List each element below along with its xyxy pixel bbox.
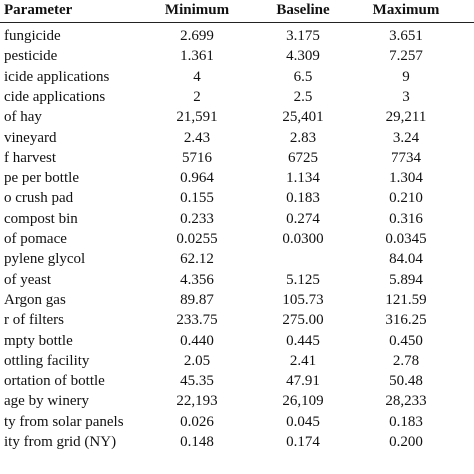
maximum-cell: 121.59 [385,291,427,308]
maximum-cell: 7.257 [389,48,423,65]
minimum-cell: 0.440 [180,332,214,349]
maximum-cell: 0.210 [389,190,423,207]
minimum-cell: 89.87 [180,291,214,308]
baseline-cell: 2.83 [289,129,317,146]
baseline-cell: 2.5 [293,88,313,105]
baseline-cell: 0.0300 [282,231,324,247]
baseline-cell: 105.73 [282,291,324,308]
minimum-cell: 233.75 [176,312,218,329]
header-baseline: Baseline [276,2,330,18]
maximum-cell: 0.0345 [385,231,427,247]
maximum-cell: 5.894 [389,271,423,288]
parameter-cell: of pomace [4,231,67,247]
maximum-cell: 1.304 [389,170,423,187]
parameter-cell: o crush pad [4,190,74,207]
parameter-cell: pesticide [4,48,58,65]
minimum-cell: 2.43 [183,129,211,146]
parameter-cell: vineyard [4,129,57,146]
baseline-cell: 26,109 [282,393,324,410]
maximum-cell: 28,233 [385,393,427,410]
parameter-cell: ottling facility [4,352,90,369]
minimum-cell: 5716 [182,149,212,166]
parameter-cell: age by winery [4,393,89,410]
maximum-cell: 2.78 [392,352,420,369]
baseline-cell: 6725 [288,149,318,166]
parameter-cell: ty from solar panels [4,413,124,430]
maximum-cell: 0.450 [389,332,423,349]
parameter-cell: r of filters [4,312,64,329]
baseline-cell: 0.183 [286,190,320,207]
minimum-cell: 2.05 [183,352,211,369]
minimum-cell: 22,193 [176,393,218,410]
parameter-cell: Argon gas [4,291,66,308]
minimum-cell: 0.155 [180,190,214,207]
maximum-cell: 3.24 [392,129,420,146]
maximum-cell: 3.651 [389,28,423,44]
parameter-cell: cide applications [4,88,106,105]
parameter-cell: compost bin [4,210,78,227]
minimum-cell: 45.35 [180,373,214,390]
parameter-cell: fungicide [4,28,61,44]
minimum-cell: 21,591 [176,109,218,126]
baseline-cell: 3.175 [286,28,320,44]
baseline-cell: 2.41 [289,352,317,369]
maximum-cell: 50.48 [389,373,423,390]
minimum-cell: 0.148 [180,434,214,450]
maximum-cell: 9 [402,68,410,85]
baseline-cell: 5.125 [286,271,320,288]
maximum-cell: 29,211 [385,109,427,126]
maximum-cell: 84.04 [389,251,423,268]
header-minimum: Minimum [164,2,230,18]
minimum-cell: 0.026 [180,413,214,430]
minimum-cell: 2 [193,88,201,105]
minimum-cell: 4 [193,68,201,85]
baseline-cell: 0.045 [286,413,320,430]
baseline-cell: 4.309 [286,48,320,65]
baseline-cell: 0.274 [286,210,320,227]
maximum-cell: 316.25 [385,312,427,329]
parameter-cell: pe per bottle [4,170,79,187]
baseline-cell: 0.174 [286,434,320,450]
parameter-cell: f harvest [4,149,57,166]
baseline-cell: 1.134 [286,170,320,187]
parameter-cell: of hay [4,109,42,126]
maximum-cell: 3 [402,88,410,105]
parameter-cell: icide applications [4,68,110,85]
minimum-cell: 2.699 [180,28,214,44]
baseline-cell: 275.00 [282,312,324,329]
maximum-cell: 0.183 [389,413,423,430]
parameter-cell: ity from grid (NY) [4,434,117,450]
parameter-cell: of yeast [4,271,52,288]
parameter-cell: ortation of bottle [4,373,105,390]
baseline-cell: 6.5 [293,68,313,85]
maximum-cell: 0.316 [389,210,423,227]
baseline-cell: 47.91 [286,373,320,390]
minimum-cell: 0.0255 [176,231,218,247]
baseline-cell: 0.445 [286,332,320,349]
baseline-cell: 25,401 [282,109,324,126]
parameter-cell: pylene glycol [4,251,86,268]
minimum-cell: 62.12 [180,251,214,268]
minimum-cell: 0.964 [180,170,214,187]
header-rule [0,22,474,23]
minimum-cell: 4.356 [180,271,214,288]
minimum-cell: 1.361 [180,48,214,65]
maximum-cell: 7734 [391,149,421,166]
header-maximum: Maximum [372,2,440,18]
header-parameter: Parameter [4,2,73,18]
maximum-cell: 0.200 [389,434,423,450]
parameter-cell: mpty bottle [4,332,73,349]
minimum-cell: 0.233 [180,210,214,227]
